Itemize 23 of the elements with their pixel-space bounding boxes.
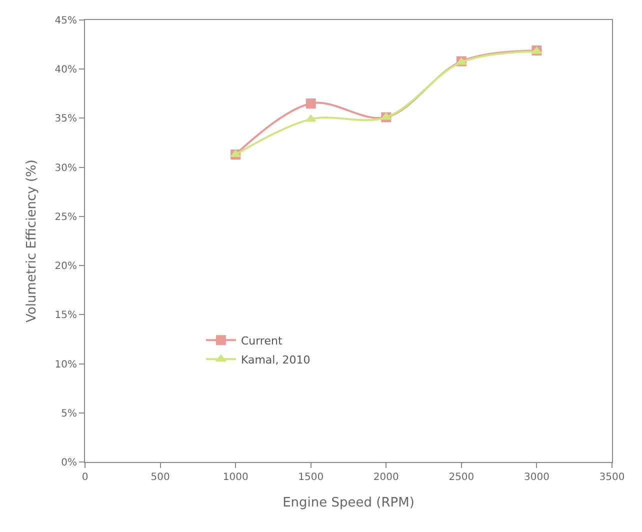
y-tick-label: 0% [61,458,77,468]
x-tick-label: 0 [82,472,88,483]
legend-label: Kamal, 2010 [240,353,310,366]
y-tick-label: 25% [54,212,77,223]
x-tick-label: 3000 [524,472,550,483]
y-tick-label: 20% [54,261,77,272]
x-tick-label: 1500 [298,472,324,483]
x-tick-label: 2000 [373,472,399,483]
y-axis-title: Volumetric Efficiency (%) [24,160,40,322]
y-tick-label: 40% [54,64,77,76]
y-tick-label: 5% [61,408,77,420]
x-tick-label: 1000 [222,472,248,483]
x-axis-title: Engine Speed (RPM) [282,496,414,511]
x-tick-label: 2500 [448,472,474,483]
y-tick-label: 30% [54,162,77,174]
y-tick-label: 35% [54,114,77,125]
x-tick-label: 500 [150,472,170,483]
legend-label: Current [240,334,283,348]
point [306,98,316,108]
x-tick-label: 3500 [599,472,625,483]
y-tick-label: 45% [54,16,77,26]
y-tick-label: 15% [54,310,77,322]
y-tick-label: 10% [54,359,77,370]
